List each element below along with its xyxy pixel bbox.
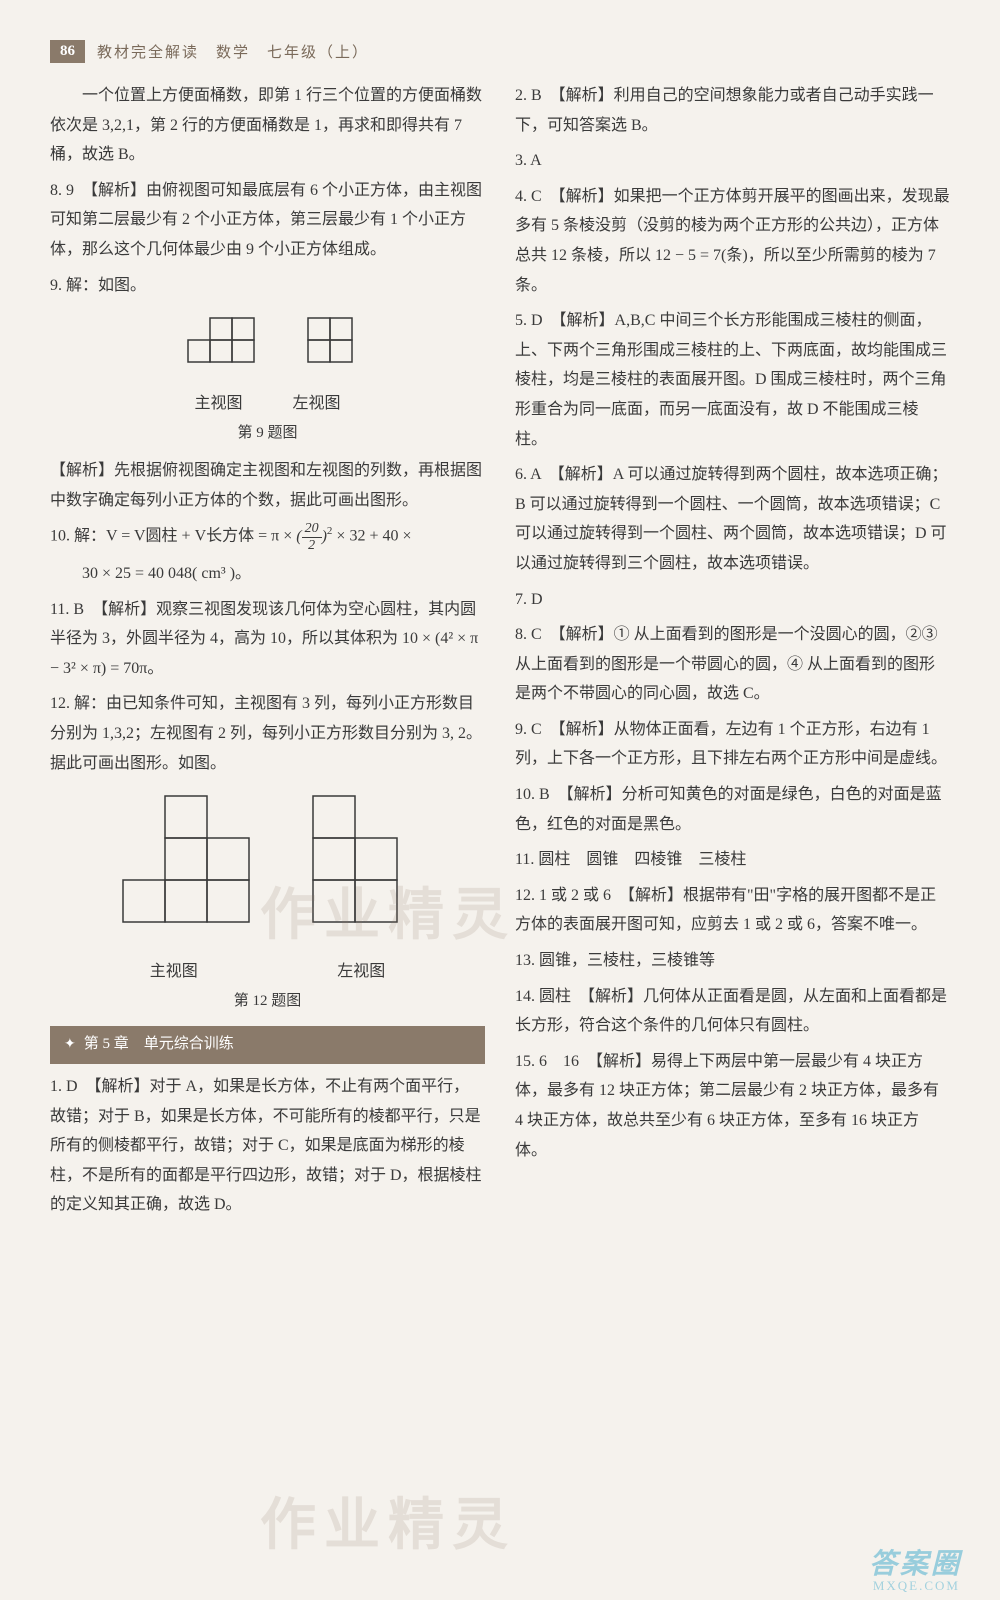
q12a: 12. 解：由已知条件可知，主视图有 3 列，每列小正方形数目分别为 1,3,2… — [50, 689, 485, 778]
r6: 6. A 【解析】A 可以通过旋转得到两个圆柱，故本选项正确；B 可以通过旋转得… — [515, 460, 950, 578]
r10: 10. B 【解析】分析可知黄色的对面是绿色，白色的对面是蓝色，红色的对面是黑色… — [515, 780, 950, 839]
figure-12: 主视图 左视图 第 12 题图 — [50, 786, 485, 1016]
r3: 3. A — [515, 146, 950, 176]
brand-sub: MXQE.COM — [873, 1578, 960, 1594]
q9-analysis: 【解析】先根据俯视图确定主视图和左视图的列数，再根据图中数字确定每列小正方体的个… — [50, 456, 485, 515]
r15: 15. 6 16 【解析】易得上下两层中第一层最少有 4 块正方体，最多有 12… — [515, 1047, 950, 1165]
fig12-right-label: 左视图 — [337, 957, 385, 987]
r13: 13. 圆锥，三棱柱，三棱锥等 — [515, 946, 950, 976]
header-title: 教材完全解读 数学 七年级（上） — [97, 41, 369, 62]
r11: 11. 圆柱 圆锥 四棱锥 三棱柱 — [515, 845, 950, 875]
r4: 4. C 【解析】如果把一个正方体剪开展平的图画出来，发现最多有 5 条棱没剪（… — [515, 182, 950, 300]
figure-9-svg — [148, 308, 388, 378]
r9: 9. C 【解析】从物体正面看，左边有 1 个正方形，右边有 1 列，上下各一个… — [515, 715, 950, 774]
r2: 2. B 【解析】利用自己的空间想象能力或者自己动手实践一下，可知答案选 B。 — [515, 81, 950, 140]
fig12-caption: 第 12 题图 — [50, 988, 485, 1016]
r8: 8. C 【解析】① 从上面看到的图形是一个没圆心的圆，②③ 从上面看到的图形是… — [515, 620, 950, 709]
q8: 8. 9 【解析】由俯视图可知最底层有 6 个小正方体，由主视图可知第二层最少有… — [50, 176, 485, 265]
paragraph: 一个位置上方便面桶数，即第 1 行三个位置的方便面桶数依次是 3,2,1，第 2… — [50, 81, 485, 170]
figure-9: 主视图 左视图 第 9 题图 — [50, 308, 485, 448]
r7: 7. D — [515, 585, 950, 615]
brand-watermark: 答案圈 — [869, 1542, 962, 1582]
page-header: 86 教材完全解读 数学 七年级（上） — [50, 40, 950, 63]
r12: 12. 1 或 2 或 6 【解析】根据带有"田"字格的展开图都不是正方体的表面… — [515, 881, 950, 940]
section-title: 第 5 章 单元综合训练 — [84, 1031, 234, 1059]
fig9-caption: 第 9 题图 — [50, 420, 485, 448]
content-columns: 一个位置上方便面桶数，即第 1 行三个位置的方便面桶数依次是 3,2,1，第 2… — [50, 81, 950, 1226]
q9-label: 9. 解：如图。 — [50, 271, 485, 301]
r5: 5. D 【解析】A,B,C 中间三个长方形能围成三棱柱的侧面，上、下两个三角形… — [515, 306, 950, 454]
fig12-left-label: 主视图 — [150, 957, 198, 987]
r14: 14. 圆柱 【解析】几何体从正面看是圆，从左面和上面看都是长方形，符合这个条件… — [515, 982, 950, 1041]
section-header: ✦ 第 5 章 单元综合训练 — [50, 1026, 485, 1064]
fig9-left-label: 主视图 — [194, 389, 242, 419]
page-number: 86 — [50, 40, 85, 63]
q10c: 30 × 25 = 40 048( cm³ )。 — [50, 559, 485, 589]
fig9-right-label: 左视图 — [293, 389, 341, 419]
q10: 10. 解：V = V圆柱 + V长方体 = π × (202)2 × 32 +… — [50, 521, 485, 553]
q11: 11. B 【解析】观察三视图发现该几何体为空心圆柱，其内圆半径为 3，外圆半径… — [50, 595, 485, 684]
left-column: 一个位置上方便面桶数，即第 1 行三个位置的方便面桶数依次是 3,2,1，第 2… — [50, 81, 485, 1226]
figure-12-svg — [103, 786, 433, 946]
watermark: 作业精灵 — [260, 1480, 516, 1561]
right-column: 2. B 【解析】利用自己的空间想象能力或者自己动手实践一下，可知答案选 B。 … — [515, 81, 950, 1226]
star-icon: ✦ — [64, 1032, 76, 1058]
s1: 1. D 【解析】对于 A，如果是长方体，不止有两个面平行，故错；对于 B，如果… — [50, 1072, 485, 1220]
